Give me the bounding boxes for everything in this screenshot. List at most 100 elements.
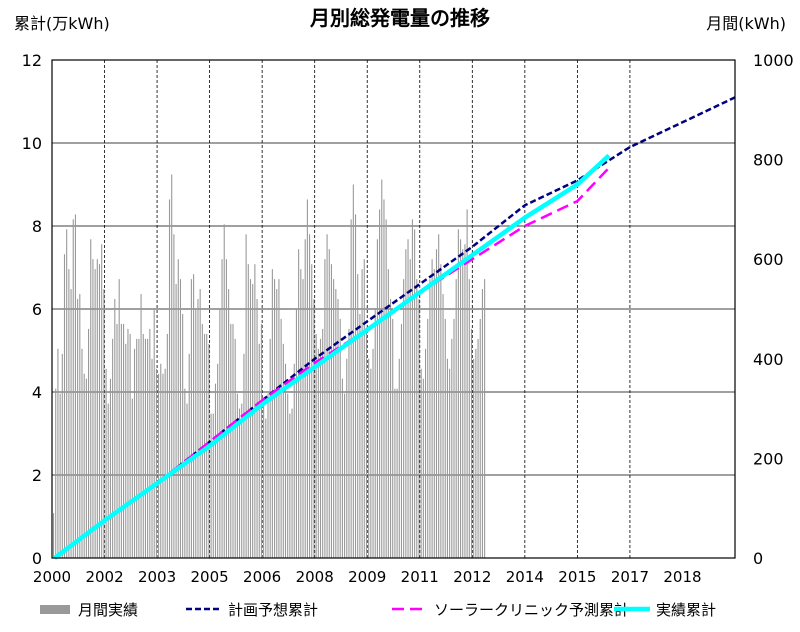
monthly-bar — [284, 363, 287, 558]
monthly-bar — [359, 313, 361, 558]
monthly-bar — [101, 244, 103, 558]
right-tick-label: 1000 — [753, 51, 794, 70]
monthly-bar — [407, 239, 409, 558]
monthly-bar — [92, 259, 94, 558]
monthly-bar — [107, 403, 109, 558]
monthly-bar — [357, 274, 359, 558]
monthly-bar — [162, 373, 164, 558]
x-tick-label: 2011 — [401, 568, 439, 586]
monthly-bar — [433, 269, 435, 558]
monthly-bar — [411, 219, 413, 559]
monthly-bar — [335, 289, 337, 558]
monthly-bar — [317, 348, 319, 558]
monthly-bar — [481, 289, 483, 558]
monthly-bar — [449, 368, 451, 558]
x-tick-label: 2008 — [296, 568, 334, 586]
monthly-bar — [379, 209, 381, 558]
monthly-bar — [245, 234, 247, 559]
monthly-bar — [228, 289, 230, 558]
monthly-bar — [241, 403, 243, 558]
monthly-bar — [374, 309, 376, 558]
right-tick-label: 800 — [753, 151, 784, 170]
legend-label-solar_clinic: ソーラークリニック予測累計 — [434, 601, 629, 619]
monthly-bar — [306, 199, 308, 558]
monthly-bar — [166, 333, 168, 558]
monthly-bar — [385, 219, 387, 559]
right-axis-label: 月間(kWh) — [706, 14, 786, 33]
monthly-bar — [188, 353, 190, 558]
monthly-bar — [350, 219, 352, 559]
monthly-bar — [144, 338, 146, 558]
monthly-bar — [127, 328, 129, 558]
monthly-bar — [315, 333, 317, 558]
monthly-bar — [221, 259, 223, 558]
monthly-bar — [105, 368, 107, 558]
monthly-bar — [466, 209, 468, 558]
monthly-bar — [63, 254, 66, 558]
monthly-bar — [464, 244, 466, 558]
monthly-bar — [225, 259, 227, 558]
monthly-bar — [298, 249, 300, 559]
monthly-bar — [133, 348, 136, 558]
monthly-bar — [330, 264, 332, 558]
monthly-bar — [287, 393, 289, 558]
monthly-bar — [142, 333, 144, 558]
monthly-bar — [182, 313, 184, 558]
monthly-bar — [201, 323, 203, 558]
monthly-bar — [103, 289, 105, 558]
left-tick-label: 12 — [22, 51, 42, 70]
monthly-bar — [74, 214, 76, 558]
monthly-bar — [398, 358, 400, 558]
monthly-bar — [118, 279, 120, 558]
monthly-bar — [114, 299, 116, 558]
left-tick-label: 8 — [32, 217, 42, 236]
monthly-bar — [214, 383, 217, 558]
monthly-bar — [149, 328, 151, 558]
x-tick-label: 2015 — [558, 568, 596, 586]
monthly-bar — [333, 279, 335, 558]
monthly-bar — [217, 363, 219, 558]
monthly-bar — [116, 323, 118, 558]
monthly-bar — [311, 264, 313, 558]
monthly-bar — [186, 403, 188, 558]
legend-label-actual: 実績累計 — [656, 601, 716, 619]
monthly-bar — [131, 398, 133, 558]
monthly-bar — [72, 219, 74, 559]
x-tick-label: 2000 — [33, 568, 71, 586]
monthly-bar — [195, 309, 197, 558]
monthly-bar — [477, 338, 479, 558]
monthly-bar — [473, 358, 475, 558]
left-tick-label: 4 — [32, 383, 42, 402]
monthly-bar — [276, 289, 278, 558]
monthly-bar — [70, 289, 72, 558]
monthly-bar — [438, 234, 440, 559]
monthly-bar — [313, 299, 315, 558]
x-tick-label: 2014 — [506, 568, 544, 586]
monthly-bar — [440, 264, 442, 558]
monthly-bar — [455, 279, 457, 558]
monthly-bar — [208, 343, 210, 558]
monthly-bar — [396, 388, 398, 558]
left-tick-label: 6 — [32, 300, 42, 319]
monthly-bar — [291, 408, 293, 558]
monthly-bar — [88, 328, 90, 558]
monthly-bar — [435, 249, 438, 559]
monthly-bar — [197, 299, 199, 558]
x-tick-label: 2012 — [453, 568, 491, 586]
monthly-bar — [179, 279, 182, 558]
monthly-bar — [389, 299, 392, 558]
monthly-bar — [460, 239, 462, 558]
legend-label-monthly: 月間実績 — [78, 601, 138, 619]
x-tick-label: 2009 — [348, 568, 386, 586]
monthly-bar — [383, 199, 385, 558]
monthly-bar — [363, 259, 365, 558]
monthly-bar — [61, 353, 63, 558]
monthly-bar — [302, 279, 304, 558]
monthly-bar — [416, 279, 418, 558]
monthly-bar — [451, 338, 453, 558]
monthly-bar — [53, 513, 55, 558]
monthly-bar — [112, 338, 114, 558]
monthly-bar — [59, 393, 61, 558]
monthly-bar — [339, 318, 341, 558]
monthly-bar — [418, 299, 420, 558]
